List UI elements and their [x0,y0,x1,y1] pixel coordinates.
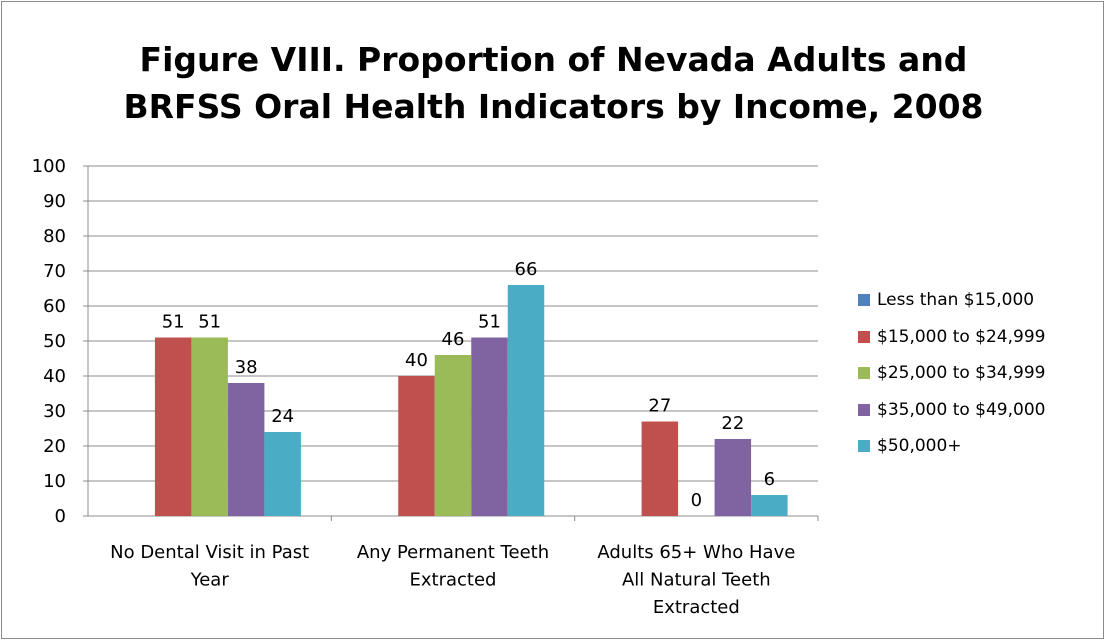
y-axis-ticks: 0 10 20 30 40 50 60 70 80 90 100 [32,156,66,527]
legend-item: $35,000 to $49,000 [858,392,1045,429]
x-category-label-line: Any Permanent Teeth [357,542,549,563]
legend-label: $50,000+ [877,436,962,457]
legend-item: $50,000+ [858,428,1045,465]
legend-swatch [858,330,870,343]
data-label: 24 [271,406,294,427]
chart-title: Figure VIII. Proportion of Nevada Adults… [0,36,1107,130]
chart-title-line-1: Figure VIII. Proportion of Nevada Adults… [139,40,968,79]
data-label: 46 [442,329,465,350]
x-axis-categories: No Dental Visit in Past Year Any Permanent… [110,542,795,618]
data-label: 51 [162,312,185,333]
y-tick-label: 50 [43,331,66,352]
x-category-label-line: Adults 65+ Who Have [597,542,795,563]
x-category-label-line: Extracted [410,570,497,591]
bar [227,383,265,516]
legend-swatch [858,367,870,380]
bar [714,439,752,516]
data-label: 51 [478,312,501,333]
bar [434,355,472,516]
y-tick-label: 0 [55,506,66,527]
x-category-label: Any Permanent Teeth Extracted [357,542,549,591]
legend-label: $25,000 to $34,999 [877,363,1046,384]
x-category-label: No Dental Visit in Past Year [110,542,309,591]
y-tick-label: 60 [43,296,66,317]
data-label: 0 [691,490,702,511]
legend-swatch [858,403,870,416]
y-tick-label: 80 [43,226,66,247]
bar [641,421,679,516]
x-category-label: Adults 65+ Who Have All Natural Teeth Extr… [597,542,795,618]
bar [264,432,301,516]
legend-item: $25,000 to $34,999 [858,355,1045,392]
y-tick-label: 20 [43,436,66,457]
legend-item: Less than $15,000 [858,282,1045,319]
legend: Less than $15,000 $15,000 to $24,999 $25,0… [858,282,1045,465]
x-category-label-line: Extracted [653,597,740,618]
data-label: 66 [515,259,538,280]
legend-swatch [858,294,870,307]
data-label: 22 [721,413,744,434]
data-label: 6 [764,469,775,490]
chart-title-line-2: BRFSS Oral Health Indicators by Income, … [123,87,984,126]
bars [154,285,788,516]
bar [191,337,228,516]
legend-swatch [858,440,870,453]
y-tick-label: 10 [43,471,66,492]
data-label: 51 [198,312,221,333]
data-labels: 51 51 38 24 40 46 51 66 27 0 22 6 [162,259,775,511]
bar [398,376,435,516]
data-label: 27 [648,396,671,417]
x-category-label-line: All Natural Teeth [622,570,771,591]
data-label: 38 [235,357,258,378]
y-tick-label: 100 [32,156,66,177]
y-tick-label: 90 [43,191,66,212]
bar [507,285,545,516]
x-category-label-line: No Dental Visit in Past [110,542,309,563]
bar [471,337,508,516]
legend-item: $15,000 to $24,999 [858,319,1045,356]
legend-label: Less than $15,000 [877,290,1035,311]
bar [751,495,788,516]
bar [154,337,192,516]
y-tick-label: 30 [43,401,66,422]
y-tick-label: 70 [43,261,66,282]
legend-label: $15,000 to $24,999 [877,326,1046,347]
x-category-label-line: Year [190,570,230,591]
legend-label: $35,000 to $49,000 [877,399,1046,420]
y-tick-label: 40 [43,366,66,387]
data-label: 40 [405,350,428,371]
